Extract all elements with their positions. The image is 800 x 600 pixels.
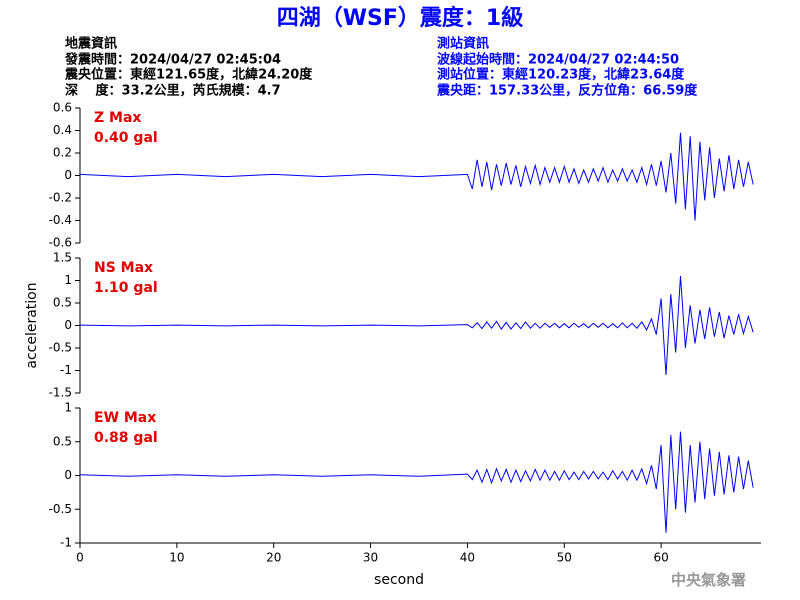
waveform	[79, 431, 754, 533]
x-tick-label: 20	[266, 551, 281, 565]
y-tick-label: -1	[60, 363, 72, 377]
x-tick-label: 30	[363, 551, 378, 565]
annotation: NS Max	[94, 260, 153, 276]
y-tick-label: 0.5	[53, 296, 72, 310]
y-tick-label: -0.4	[49, 213, 72, 227]
info-line: 測站資訊	[437, 36, 489, 52]
y-tick-label: 0	[64, 168, 72, 182]
annotation: 0.40 gal	[94, 130, 158, 146]
y-tick-label: -0.6	[49, 236, 72, 250]
waveform	[79, 275, 754, 376]
info-line: 震央距：157.33公里，反方位角：66.59度	[436, 83, 698, 99]
x-tick-label: 40	[460, 551, 475, 565]
x-tick-label: 50	[557, 551, 572, 565]
y-tick-label: 1	[64, 401, 72, 415]
info-line: 震央位置：東經121.65度，北緯24.20度	[64, 67, 313, 83]
annotation: Z Max	[94, 110, 141, 126]
watermark: 中央氣象署	[671, 571, 746, 589]
x-axis-label: second	[374, 572, 424, 588]
x-tick-label: 0	[76, 551, 84, 565]
waveform	[79, 132, 754, 221]
annotation: 1.10 gal	[94, 280, 158, 296]
y-tick-label: 0.5	[53, 434, 72, 448]
info-line: 發震時間：2024/04/27 02:45:04	[64, 52, 281, 68]
y-tick-label: 0	[64, 318, 72, 332]
x-tick-label: 60	[654, 551, 669, 565]
title: 四湖（WSF）震度：1級	[277, 5, 523, 31]
y-axis-label: acceleration	[24, 282, 40, 368]
annotation: EW Max	[94, 410, 156, 426]
x-tick-label: 10	[169, 551, 184, 565]
info-line: 測站位置：東經120.23度，北緯23.64度	[437, 67, 685, 83]
y-tick-label: -1	[60, 536, 72, 550]
info-line: 波線起始時間：2024/04/27 02:44:50	[437, 52, 679, 68]
y-tick-label: 0.6	[53, 101, 72, 115]
annotation: 0.88 gal	[94, 430, 158, 446]
info-line: 深 度：33.2公里，芮氏規模：4.7	[65, 83, 281, 99]
info-line: 地震資訊	[65, 36, 117, 52]
y-tick-label: -0.5	[49, 502, 72, 516]
y-tick-label: 1.5	[53, 251, 72, 265]
y-tick-label: 0.2	[53, 146, 72, 160]
y-tick-label: 1	[64, 273, 72, 287]
y-tick-label: -0.2	[49, 191, 72, 205]
y-tick-label: 0	[64, 468, 72, 482]
y-tick-label: -1.5	[49, 386, 72, 400]
y-tick-label: -0.5	[49, 341, 72, 355]
y-tick-label: 0.4	[53, 123, 72, 137]
